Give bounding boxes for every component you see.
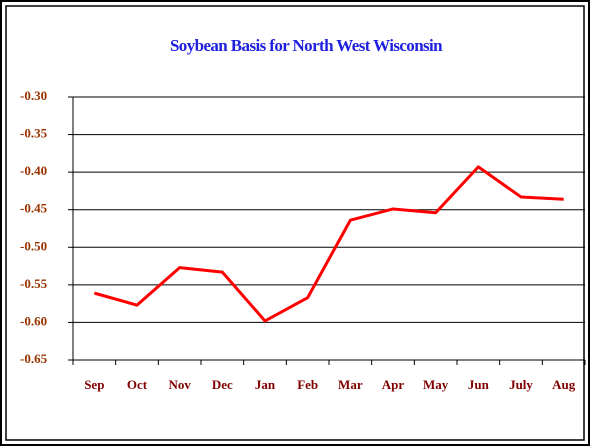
x-tick-label: Aug xyxy=(552,377,576,392)
x-tick-label: Feb xyxy=(297,377,318,392)
x-tick-label: July xyxy=(509,377,533,392)
y-tick-label: -0.40 xyxy=(20,163,47,178)
x-tick-label: Sep xyxy=(84,377,104,392)
y-tick-label: -0.50 xyxy=(20,238,47,253)
y-tick-label: -0.35 xyxy=(20,126,48,141)
x-tick-label: Mar xyxy=(338,377,363,392)
y-tick-label: -0.30 xyxy=(20,88,47,103)
x-tick-label: Oct xyxy=(127,377,148,392)
y-tick-label: -0.65 xyxy=(20,351,48,366)
x-tick-label: Dec xyxy=(212,377,233,392)
y-tick-label: -0.45 xyxy=(20,201,48,216)
x-tick-label: Apr xyxy=(382,377,405,392)
inner-frame xyxy=(5,5,585,441)
x-tick-label: Jan xyxy=(255,377,276,392)
x-tick-label: May xyxy=(423,377,449,392)
y-tick-label: -0.55 xyxy=(20,276,48,291)
y-tick-label: -0.60 xyxy=(20,313,47,328)
chart-title: Soybean Basis for North West Wisconsin xyxy=(170,36,443,55)
x-tick-label: Jun xyxy=(468,377,490,392)
data-line xyxy=(93,165,564,323)
x-tick-label: Nov xyxy=(168,377,191,392)
